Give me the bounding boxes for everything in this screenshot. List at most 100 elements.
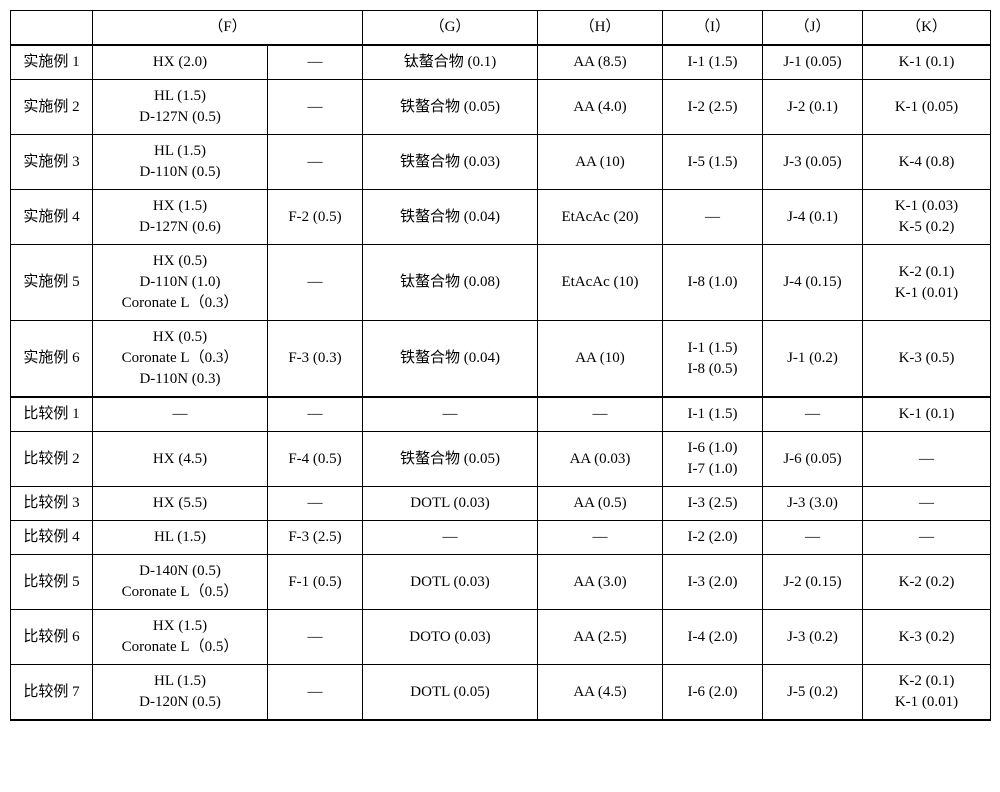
cell-col-k: K-1 (0.05): [863, 80, 991, 135]
cell-col-k: K-1 (0.03)K-5 (0.2): [863, 190, 991, 245]
cell-col-f: D-140N (0.5)Coronate L（0.5）: [93, 555, 268, 610]
row-label: 比较例 2: [11, 432, 93, 487]
cell-col-i-left: AA (2.5): [538, 610, 663, 665]
table-row: 比较例 2HX (4.5)F-4 (0.5)铁螯合物 (0.05)AA (0.0…: [11, 432, 991, 487]
cell-col-g: F-2 (0.5): [268, 190, 363, 245]
cell-col-g: —: [268, 665, 363, 721]
cell-col-h: 铁螯合物 (0.05): [363, 80, 538, 135]
cell-col-j: —: [763, 521, 863, 555]
table-row: 实施例 5HX (0.5)D-110N (1.0)Coronate L（0.3）…: [11, 245, 991, 321]
cell-col-h: 钛螯合物 (0.08): [363, 245, 538, 321]
cell-col-k: K-4 (0.8): [863, 135, 991, 190]
cell-col-i-left: AA (8.5): [538, 45, 663, 80]
table-row: 比较例 3HX (5.5)—DOTL (0.03)AA (0.5)I-3 (2.…: [11, 487, 991, 521]
cell-col-i-right: I-1 (1.5)I-8 (0.5): [663, 321, 763, 398]
row-label: 实施例 2: [11, 80, 93, 135]
cell-col-g: F-3 (2.5): [268, 521, 363, 555]
cell-col-i-left: —: [538, 397, 663, 432]
cell-col-k: —: [863, 487, 991, 521]
row-label: 实施例 5: [11, 245, 93, 321]
row-label: 比较例 7: [11, 665, 93, 721]
cell-col-h: —: [363, 397, 538, 432]
cell-col-k: K-2 (0.1)K-1 (0.01): [863, 245, 991, 321]
cell-col-g: —: [268, 487, 363, 521]
cell-col-f: HL (1.5): [93, 521, 268, 555]
table-row: 比较例 1————I-1 (1.5)—K-1 (0.1): [11, 397, 991, 432]
cell-col-f: HX (4.5): [93, 432, 268, 487]
table-row: 比较例 4HL (1.5)F-3 (2.5)——I-2 (2.0)——: [11, 521, 991, 555]
cell-col-i-left: AA (0.5): [538, 487, 663, 521]
col-header-j: （J）: [763, 11, 863, 46]
cell-col-k: —: [863, 432, 991, 487]
table-row: 比较例 7HL (1.5)D-120N (0.5)—DOTL (0.05)AA …: [11, 665, 991, 721]
cell-col-i-right: I-4 (2.0): [663, 610, 763, 665]
cell-col-j: J-6 (0.05): [763, 432, 863, 487]
cell-col-h: —: [363, 521, 538, 555]
cell-col-i-right: I-8 (1.0): [663, 245, 763, 321]
cell-col-i-left: EtAcAc (20): [538, 190, 663, 245]
cell-col-i-left: AA (10): [538, 321, 663, 398]
row-label: 实施例 1: [11, 45, 93, 80]
cell-col-i-right: I-6 (2.0): [663, 665, 763, 721]
cell-col-h: 铁螯合物 (0.05): [363, 432, 538, 487]
cell-col-g: —: [268, 80, 363, 135]
cell-col-i-right: I-2 (2.0): [663, 521, 763, 555]
cell-col-f: HX (0.5)Coronate L（0.3）D-110N (0.3): [93, 321, 268, 398]
row-label: 实施例 4: [11, 190, 93, 245]
cell-col-i-left: —: [538, 521, 663, 555]
cell-col-i-right: I-5 (1.5): [663, 135, 763, 190]
cell-col-j: J-4 (0.15): [763, 245, 863, 321]
row-label: 比较例 3: [11, 487, 93, 521]
cell-col-i-right: I-6 (1.0)I-7 (1.0): [663, 432, 763, 487]
cell-col-g: F-1 (0.5): [268, 555, 363, 610]
cell-col-g: —: [268, 135, 363, 190]
cell-col-h: 铁螯合物 (0.04): [363, 190, 538, 245]
row-label: 实施例 6: [11, 321, 93, 398]
cell-col-h: 钛螯合物 (0.1): [363, 45, 538, 80]
table-row: 实施例 3HL (1.5)D-110N (0.5)—铁螯合物 (0.03)AA …: [11, 135, 991, 190]
cell-col-k: K-2 (0.1)K-1 (0.01): [863, 665, 991, 721]
table-row: 实施例 2HL (1.5)D-127N (0.5)—铁螯合物 (0.05)AA …: [11, 80, 991, 135]
table-row: 实施例 4HX (1.5)D-127N (0.6)F-2 (0.5)铁螯合物 (…: [11, 190, 991, 245]
cell-col-g: F-3 (0.3): [268, 321, 363, 398]
cell-col-h: DOTO (0.03): [363, 610, 538, 665]
cell-col-i-left: AA (0.03): [538, 432, 663, 487]
cell-col-i-left: AA (4.0): [538, 80, 663, 135]
cell-col-i-left: EtAcAc (10): [538, 245, 663, 321]
cell-col-j: J-3 (0.2): [763, 610, 863, 665]
cell-col-k: K-1 (0.1): [863, 45, 991, 80]
cell-col-k: K-3 (0.5): [863, 321, 991, 398]
cell-col-i-right: I-3 (2.0): [663, 555, 763, 610]
cell-col-f: HX (1.5)D-127N (0.6): [93, 190, 268, 245]
col-header-h: （H）: [538, 11, 663, 46]
col-header-g: （G）: [363, 11, 538, 46]
row-label: 比较例 4: [11, 521, 93, 555]
cell-col-h: DOTL (0.03): [363, 555, 538, 610]
cell-col-f: HX (5.5): [93, 487, 268, 521]
cell-col-i-right: —: [663, 190, 763, 245]
table-row: 比较例 5D-140N (0.5)Coronate L（0.5）F-1 (0.5…: [11, 555, 991, 610]
cell-col-i-right: I-1 (1.5): [663, 397, 763, 432]
cell-col-g: —: [268, 610, 363, 665]
cell-col-k: K-2 (0.2): [863, 555, 991, 610]
cell-col-f: HX (0.5)D-110N (1.0)Coronate L（0.3）: [93, 245, 268, 321]
cell-col-k: K-1 (0.1): [863, 397, 991, 432]
cell-col-g: —: [268, 45, 363, 80]
cell-col-j: J-4 (0.1): [763, 190, 863, 245]
cell-col-k: —: [863, 521, 991, 555]
cell-col-j: J-5 (0.2): [763, 665, 863, 721]
cell-col-f: HX (1.5)Coronate L（0.5）: [93, 610, 268, 665]
cell-col-i-right: I-1 (1.5): [663, 45, 763, 80]
row-label: 实施例 3: [11, 135, 93, 190]
cell-col-f: HL (1.5)D-110N (0.5): [93, 135, 268, 190]
table-body-comparisons: 比较例 1————I-1 (1.5)—K-1 (0.1)比较例 2HX (4.5…: [11, 397, 991, 720]
row-label: 比较例 5: [11, 555, 93, 610]
cell-col-j: J-1 (0.05): [763, 45, 863, 80]
cell-col-h: DOTL (0.05): [363, 665, 538, 721]
col-header-f: （F）: [93, 11, 363, 46]
col-header-i: （I）: [663, 11, 763, 46]
cell-col-j: J-2 (0.15): [763, 555, 863, 610]
cell-col-h: 铁螯合物 (0.04): [363, 321, 538, 398]
table-header: （F）（G）（H）（I）（J）（K）: [11, 11, 991, 46]
cell-col-g: F-4 (0.5): [268, 432, 363, 487]
